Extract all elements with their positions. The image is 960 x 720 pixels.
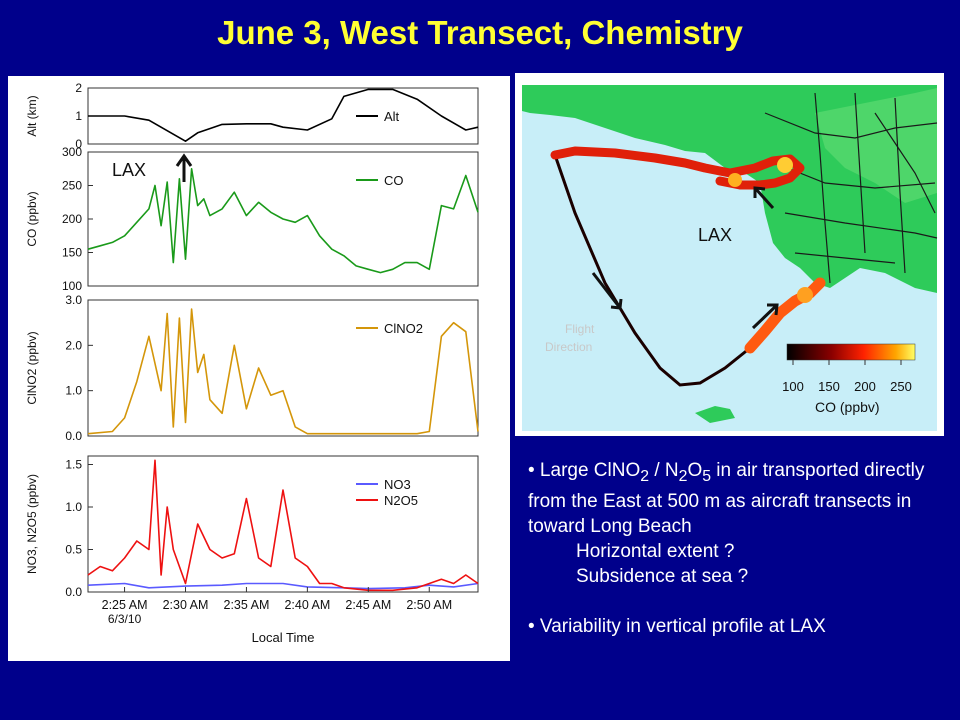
x-tick-label: 2:45 AM (345, 598, 391, 612)
x-axis-label: Local Time (252, 630, 315, 645)
y-tick-label: 2.0 (65, 338, 82, 352)
colorbar-tick-label: 100 (782, 379, 804, 394)
y-tick-label: 1 (75, 109, 82, 123)
colorbar-ticks: 100 150 200 250 (782, 360, 912, 394)
co-max-marker (777, 157, 793, 173)
flight-direction-arrows (591, 186, 779, 330)
x-tick-label: 2:30 AM (163, 598, 209, 612)
time-series-panel: 0 1 2 Alt (km) Alt LAX 100 150 200 250 300 CO (ppbv… (8, 76, 510, 661)
y-tick-label: 150 (62, 246, 82, 260)
y-tick-label: 1.0 (65, 384, 82, 398)
flight-track-high-co-north (550, 146, 805, 190)
colorbar-tick-label: 150 (818, 379, 840, 394)
bullet-vertical-profile: • Variability in vertical profile at LAX (528, 615, 826, 637)
series-line-co (87, 168, 479, 274)
x-tick-label: 2:50 AM (406, 598, 452, 612)
slide-title: June 3, West Transect, Chemistry (217, 14, 743, 51)
series-line-clno2 (87, 308, 479, 435)
island (695, 406, 735, 423)
co-high-marker-south (797, 287, 813, 303)
colorbar-label: CO (ppbv) (815, 399, 880, 415)
bullet-large-clno2: • Large ClNO2 / N2O5 in air transported … (528, 460, 925, 537)
x-tick-label: 2:40 AM (284, 598, 330, 612)
lax-label-chart: LAX (112, 160, 146, 180)
series-line-n2o5 (87, 459, 479, 592)
y-axis-label-no3_n2o5: NO3, N2O5 (ppbv) (25, 474, 39, 574)
flight-track-map: LAX Flight Direction 100 150 200 250 CO (pp… (522, 85, 938, 431)
y-tick-label: 1.0 (65, 500, 82, 514)
lax-arrow (175, 153, 193, 182)
bullet-list: • Large ClNO2 / N2O5 in air transported … (528, 458, 948, 639)
y-tick-label: 250 (62, 179, 82, 193)
y-axis-label-co: CO (ppbv) (25, 191, 39, 246)
flight-track-offshore (553, 154, 751, 387)
y-tick-label: 300 (62, 145, 82, 159)
y-tick-label: 3.0 (65, 293, 82, 307)
legend-label: N2O5 (384, 493, 418, 508)
legend-label: NO3 (384, 477, 411, 492)
legend-label: Alt (384, 109, 400, 124)
bullet-subsidence: Subsidence at sea ? (576, 565, 749, 587)
y-tick-label: 0 (75, 137, 82, 151)
lax-label-map: LAX (698, 225, 732, 245)
time-series-chart: 0 1 2 Alt (km) Alt LAX 100 150 200 250 300 CO (ppbv… (25, 81, 479, 645)
y-tick-label: 0.0 (65, 429, 82, 443)
colorbar-tick-label: 250 (890, 379, 912, 394)
y-tick-label: 0.0 (65, 585, 82, 599)
series-line-no3 (87, 582, 479, 590)
y-axis-label-clno2: ClNO2 (ppbv) (25, 331, 39, 404)
flight-map-panel: LAX Flight Direction 100 150 200 250 CO (pp… (515, 73, 944, 436)
series-line-alt (88, 88, 479, 142)
legend-label: CO (384, 173, 404, 188)
panel-frame-altitude (87, 87, 479, 145)
legend-label: ClNO2 (384, 321, 423, 336)
flight-direction-label-2: Direction (545, 340, 592, 354)
y-axis-label-altitude: Alt (km) (25, 95, 39, 136)
y-tick-label: 1.5 (65, 458, 82, 472)
panel-frame-no3_n2o5 (87, 455, 479, 593)
colorbar-tick-label: 200 (854, 379, 876, 394)
x-date-label: 6/3/10 (108, 612, 142, 626)
y-tick-label: 2 (75, 81, 82, 95)
bullet-horizontal-extent: Horizontal extent ? (576, 540, 735, 562)
y-tick-label: 100 (62, 279, 82, 293)
coastline-highlands (815, 88, 937, 203)
co-high-marker (728, 173, 742, 187)
x-tick-label: 2:35 AM (224, 598, 270, 612)
x-tick-label: 2:25 AM (102, 598, 148, 612)
co-colorbar (786, 343, 916, 361)
flight-direction-label: Flight (565, 322, 595, 336)
y-tick-label: 0.5 (65, 543, 82, 557)
panel-frame-clno2 (87, 299, 479, 437)
y-tick-label: 200 (62, 212, 82, 226)
